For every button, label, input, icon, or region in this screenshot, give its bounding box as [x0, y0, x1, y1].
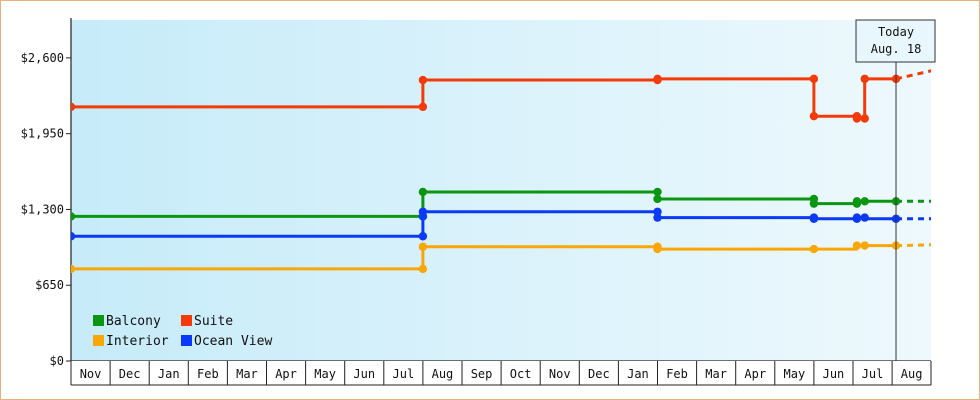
- data-point-ocean-view: [809, 214, 819, 223]
- data-point-suite: [653, 74, 662, 84]
- x-tick-label: Jul: [862, 367, 884, 381]
- data-point-suite: [860, 114, 869, 123]
- legend-label-balcony: Balcony: [106, 314, 161, 329]
- legend-swatch-ocean-view: [181, 335, 192, 346]
- data-point-interior: [860, 241, 869, 250]
- data-point-ocean-view: [418, 207, 428, 216]
- data-point-interior: [71, 264, 76, 274]
- legend-label-ocean-view: Ocean View: [194, 334, 272, 349]
- data-point-ocean-view: [418, 232, 428, 241]
- x-tick-label: Mar: [236, 367, 258, 381]
- data-point-balcony: [653, 187, 662, 197]
- x-tick-label: Aug: [432, 367, 454, 381]
- series-line-suite: [71, 77, 896, 120]
- x-tick-label: Apr: [744, 367, 766, 381]
- data-point-suite: [809, 74, 819, 84]
- legend-swatch-interior: [93, 335, 104, 346]
- legend: Balcony Suite Interior Ocean View: [93, 314, 272, 349]
- data-point-balcony: [852, 197, 862, 206]
- x-tick-label: Dec: [588, 367, 610, 381]
- data-point-ocean-view: [71, 232, 76, 241]
- data-point-balcony: [860, 197, 869, 206]
- data-point-ocean-view: [653, 213, 662, 222]
- data-point-interior: [809, 244, 819, 254]
- x-tick-label: Mar: [705, 367, 727, 381]
- data-point-suite: [809, 111, 819, 121]
- data-point-ocean-view: [653, 207, 662, 216]
- y-tick-label: $1,300: [21, 202, 64, 216]
- series-projection-interior: [895, 243, 931, 248]
- x-tick-label: Jan: [627, 367, 649, 381]
- data-point-balcony: [418, 187, 428, 197]
- x-tick-label: May: [784, 367, 806, 381]
- today-box: [855, 19, 936, 63]
- x-tick-label: Apr: [275, 367, 297, 381]
- data-point-interior: [653, 244, 662, 254]
- x-tick-label: Oct: [510, 367, 532, 381]
- x-tick-label: Jan: [158, 367, 180, 381]
- data-point-suite: [852, 114, 862, 123]
- legend-swatch-balcony: [93, 315, 104, 326]
- x-tick-label: Nov: [549, 367, 571, 381]
- today-date-label: Aug. 18: [871, 42, 922, 56]
- x-tick-label: Dec: [119, 367, 141, 381]
- x-tick-label: Feb: [666, 367, 688, 381]
- legend-label-interior: Interior: [106, 334, 169, 349]
- legend-swatch-suite: [181, 315, 192, 326]
- data-point-interior: [852, 241, 862, 250]
- series-layer: [71, 69, 931, 274]
- data-point-balcony: [809, 199, 819, 208]
- x-axis: Nov Dec Jan Feb Mar Apr May Jun Jul Aug Sep Oct Nov D…: [70, 360, 932, 386]
- x-tick-label: Aug: [901, 367, 923, 381]
- legend-label-suite: Suite: [194, 314, 233, 329]
- today-marker: Today Aug. 18: [855, 19, 936, 361]
- data-point-suite: [418, 75, 428, 85]
- data-point-interior: [418, 264, 428, 274]
- data-point-ocean-view: [860, 213, 869, 222]
- x-tick-label: Nov: [80, 367, 102, 381]
- y-tick-label: $1,950: [21, 127, 64, 141]
- x-tick-label: Sep: [471, 367, 493, 381]
- series-projection-suite: [895, 69, 931, 81]
- y-axis: $0 $650 $1,300 $1,950 $2,600: [21, 18, 72, 368]
- x-tick-label: Jul: [393, 367, 415, 381]
- data-point-suite: [860, 74, 869, 84]
- today-label: Today: [878, 25, 914, 39]
- data-point-balcony: [71, 212, 76, 221]
- y-tick-label: $0: [50, 354, 64, 368]
- data-point-suite: [418, 102, 428, 112]
- data-point-suite: [71, 102, 76, 112]
- x-tick-label: May: [314, 367, 336, 381]
- data-point-balcony: [653, 194, 662, 204]
- x-tick-label: Feb: [197, 367, 219, 381]
- x-tick-label: Jun: [353, 367, 375, 381]
- x-tick-label: Jun: [823, 367, 845, 381]
- data-point-interior: [418, 242, 428, 251]
- y-tick-label: $2,600: [21, 51, 64, 65]
- data-point-ocean-view: [852, 213, 862, 222]
- y-tick-label: $650: [35, 278, 64, 292]
